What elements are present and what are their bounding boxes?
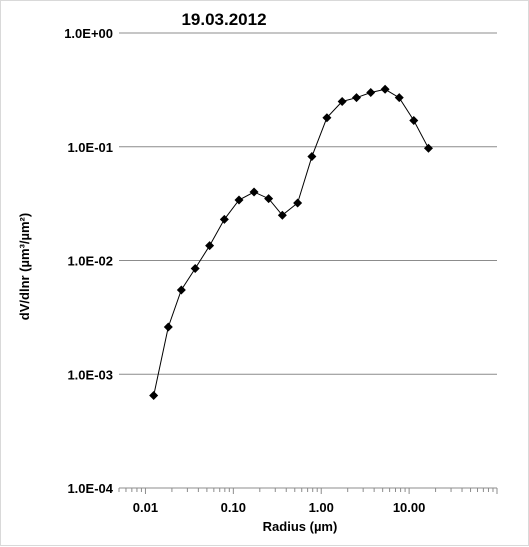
x-axis-tick-labels: 0.01 0.10 1.00 10.00 [133, 500, 426, 515]
data-point-marker [234, 195, 244, 205]
x-tick-label: 10.00 [393, 500, 426, 515]
x-axis-label: Radius (µm) [263, 519, 338, 534]
data-point-marker [249, 187, 259, 197]
y-tick-label: 1.0E+00 [64, 26, 113, 41]
data-point-marker [190, 264, 200, 274]
y-axis-label: dV/dlnr (µm³/µm²) [17, 213, 32, 320]
y-axis-tick-labels: 1.0E+00 1.0E-01 1.0E-02 1.0E-03 1.0E-04 [64, 26, 114, 496]
data-point-marker [409, 116, 419, 126]
data-point-marker [322, 113, 332, 123]
x-tick-label: 0.10 [221, 500, 246, 515]
data-point-marker [277, 210, 287, 220]
data-point-marker [307, 152, 317, 162]
gridlines [119, 32, 497, 489]
data-point-marker [380, 84, 390, 94]
data-point-marker [293, 198, 303, 208]
data-points [149, 84, 433, 401]
data-point-marker [264, 194, 274, 204]
data-point-marker [337, 96, 347, 106]
x-tick-label: 0.01 [133, 500, 158, 515]
data-point-marker [205, 241, 215, 251]
data-point-marker [423, 143, 433, 153]
data-point-marker [163, 322, 173, 332]
chart-title: 19.03.2012 [181, 10, 266, 29]
y-tick-label: 1.0E-01 [67, 140, 113, 155]
data-point-marker [149, 391, 159, 401]
series-line [153, 88, 429, 396]
y-tick-label: 1.0E-02 [67, 254, 113, 269]
data-point-marker [219, 214, 229, 224]
x-axis-minor-ticks [118, 488, 498, 494]
y-tick-label: 1.0E-04 [67, 481, 113, 496]
data-point-marker [176, 285, 186, 295]
data-point-marker [352, 93, 362, 103]
y-tick-label: 1.0E-03 [67, 367, 113, 382]
data-point-marker [366, 87, 376, 97]
x-tick-label: 1.00 [309, 500, 334, 515]
data-point-marker [394, 93, 404, 103]
